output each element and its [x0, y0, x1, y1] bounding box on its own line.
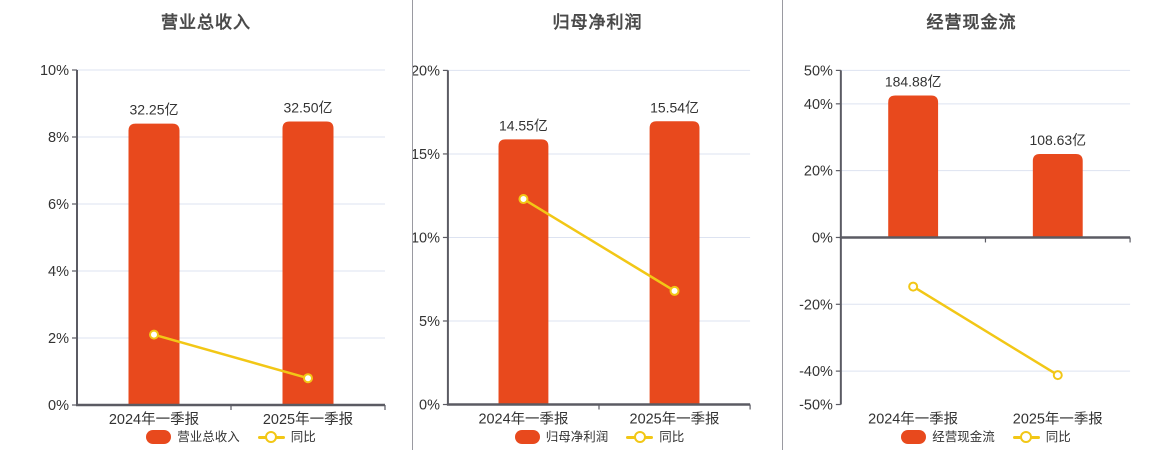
- svg-text:10%: 10%: [413, 230, 440, 246]
- panel-total-revenue: 营业总收入 10% 8% 6% 4% 2% 0% 32.25亿 2024年一季报 32.50亿 2…: [0, 0, 412, 450]
- svg-text:32.25亿: 32.25亿: [129, 102, 178, 118]
- line-series-swatch-icon: [257, 431, 285, 443]
- svg-text:20%: 20%: [804, 164, 833, 180]
- legend-item-total-revenue-bar[interactable]: 营业总收入: [146, 430, 240, 444]
- line-marker-ring-icon: [633, 431, 646, 443]
- line-series-swatch-icon: [1012, 431, 1040, 443]
- bar-series-swatch-icon: [901, 430, 927, 444]
- svg-text:2024年一季报: 2024年一季报: [868, 410, 958, 427]
- legend-label-net-profit: 归母净利润: [545, 429, 609, 444]
- legend-total-revenue: 营业总收入 同比: [77, 430, 385, 444]
- chart-canvas-operating-cash-flow: 50% 40% 20% 0% -20% -40% -50% 184.88亿 2024年一季报 10…: [799, 63, 1131, 427]
- line-marker-ring-icon: [265, 431, 278, 443]
- svg-text:10%: 10%: [40, 63, 69, 79]
- svg-text:2025年一季报: 2025年一季报: [630, 410, 720, 427]
- legend-label-yoy: 同比: [659, 429, 685, 444]
- svg-text:-40%: -40%: [799, 364, 833, 380]
- line-marker-ring-icon: [1020, 431, 1033, 443]
- panel-operating-cash-flow: 经营现金流 50% 40% 20% 0% -20% -40% -50% 184.88亿 2024…: [782, 0, 1160, 450]
- chart-title-total-revenue: 营业总收入: [161, 13, 251, 32]
- chart-title-operating-cash-flow: 经营现金流: [926, 13, 1017, 32]
- svg-text:15%: 15%: [413, 147, 440, 163]
- svg-text:6%: 6%: [48, 197, 69, 213]
- svg-text:14.55亿: 14.55亿: [499, 117, 548, 133]
- svg-text:8%: 8%: [48, 130, 69, 146]
- svg-text:40%: 40%: [804, 97, 833, 113]
- legend-operating-cash-flow: 经营现金流 同比: [841, 430, 1131, 444]
- svg-text:4%: 4%: [48, 264, 69, 280]
- svg-text:2025年一季报: 2025年一季报: [1013, 410, 1103, 427]
- svg-text:32.50亿: 32.50亿: [283, 99, 332, 115]
- svg-text:2024年一季报: 2024年一季报: [109, 411, 199, 428]
- svg-text:0%: 0%: [419, 397, 440, 413]
- svg-text:0%: 0%: [48, 398, 69, 414]
- svg-text:15.54亿: 15.54亿: [650, 99, 699, 115]
- bar-series-swatch-icon: [514, 430, 540, 444]
- legend-label-cash-flow: 经营现金流: [932, 429, 995, 444]
- legend-net-profit: 归母净利润 同比: [448, 430, 751, 444]
- bar-series-swatch-icon: [146, 430, 172, 444]
- legend-label-yoy: 同比: [290, 429, 316, 444]
- svg-text:108.63亿: 108.63亿: [1029, 132, 1086, 148]
- svg-text:-20%: -20%: [799, 297, 833, 313]
- legend-item-net-profit-bar[interactable]: 归母净利润: [514, 429, 609, 444]
- svg-text:2025年一季报: 2025年一季报: [263, 411, 353, 428]
- svg-text:20%: 20%: [413, 63, 440, 79]
- legend-item-yoy-line[interactable]: 同比: [626, 431, 684, 444]
- legend-item-yoy-line[interactable]: 同比: [257, 429, 316, 444]
- legend-item-yoy-line[interactable]: 同比: [1012, 429, 1071, 444]
- line-series-swatch-icon: [626, 431, 654, 443]
- svg-text:-50%: -50%: [799, 398, 833, 414]
- legend-label-yoy: 同比: [1045, 429, 1071, 444]
- svg-text:184.88亿: 184.88亿: [885, 73, 942, 89]
- legend-label-total-revenue: 营业总收入: [177, 429, 240, 444]
- svg-text:2024年一季报: 2024年一季报: [478, 410, 568, 427]
- svg-text:0%: 0%: [812, 230, 833, 246]
- svg-text:5%: 5%: [419, 314, 440, 330]
- chart-canvas-total-revenue: 10% 8% 6% 4% 2% 0% 32.25亿 2024年一季报 32.50亿 2025年一季…: [40, 63, 386, 428]
- chart-title-net-profit: 归母净利润: [552, 13, 643, 32]
- panel-net-profit: 归母净利润 20% 15% 10% 5% 0% 14.55亿 2024年一季报 15.54亿 2…: [412, 0, 782, 450]
- legend-item-cash-flow-bar[interactable]: 经营现金流: [901, 430, 995, 444]
- chart-canvas-net-profit: 20% 15% 10% 5% 0% 14.55亿 2024年一季报 15.54亿 2025年一季…: [413, 63, 751, 427]
- svg-text:50%: 50%: [804, 63, 833, 79]
- svg-text:2%: 2%: [48, 331, 69, 347]
